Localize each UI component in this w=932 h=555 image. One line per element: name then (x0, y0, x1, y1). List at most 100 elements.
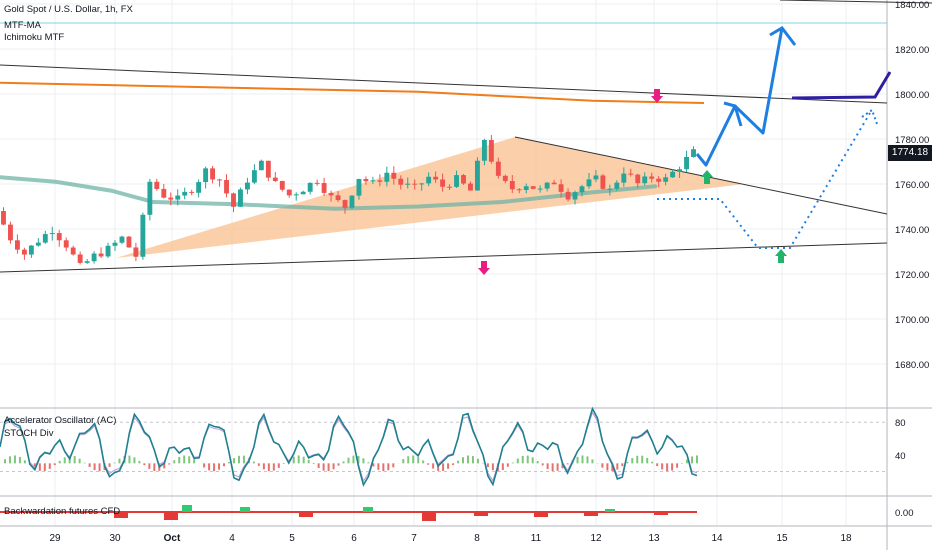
oscillator-histogram-bar (218, 463, 220, 469)
candle-body (154, 182, 159, 189)
oscillator-histogram-bar (348, 458, 350, 464)
oscillator-histogram-bar (601, 463, 603, 467)
candle-body (140, 215, 145, 257)
candle-body (15, 240, 20, 249)
oscillator-panel (0, 409, 887, 485)
forecast-paths (657, 28, 890, 248)
oscillator-histogram-bar (517, 459, 519, 464)
oscillator-histogram-bar (328, 463, 330, 471)
candle-body (259, 161, 264, 170)
oscillator-histogram-bar (283, 463, 285, 464)
oscillator-histogram-bar (621, 463, 623, 466)
backwardation-pos-bar (240, 507, 250, 512)
backwardation-pos-bar (605, 509, 615, 512)
oscillator-histogram-bar (14, 455, 16, 463)
dotted-arrowhead (862, 110, 877, 124)
candle-body (99, 254, 104, 257)
oscillator-histogram-bar (39, 463, 41, 471)
oscillator-histogram-bar (467, 456, 469, 464)
time-tick-label: 11 (531, 533, 542, 544)
oscillator-histogram-bar (74, 456, 76, 463)
oscillator-histogram-bar (402, 459, 404, 463)
candle-body (566, 192, 571, 200)
oscillator-histogram-bar (492, 463, 494, 470)
candle-body (85, 261, 90, 263)
oscillator-histogram-bar (99, 463, 101, 471)
time-tick-label: 8 (474, 533, 480, 544)
candle-body (127, 237, 132, 248)
candle-body (266, 161, 271, 178)
backwardation-pos-bar (363, 507, 373, 512)
price-tick-label: 1840.00 (895, 0, 929, 11)
candle-body (113, 243, 118, 246)
candle-body (440, 179, 445, 186)
oscillator-histogram-bar (193, 459, 195, 463)
candle-body (384, 173, 389, 182)
candle-body (8, 225, 13, 241)
triangle-fill (116, 137, 745, 258)
candle-body (370, 180, 375, 181)
oscillator-histogram-bar (671, 463, 673, 470)
candle-body (308, 183, 313, 192)
candle-body (419, 183, 424, 184)
backwardation-neg-bar (654, 512, 668, 515)
oscillator-histogram-bar (54, 463, 56, 465)
candle-body (287, 190, 292, 196)
lower-rising-trendline (0, 243, 887, 272)
candle-body (517, 189, 522, 190)
price-tick-label: 1700.00 (895, 315, 929, 326)
candle-body (363, 179, 368, 181)
oscillator-histogram-bar (298, 455, 300, 463)
price-tick-label: 1740.00 (895, 225, 929, 236)
oscillator-histogram-bar (512, 463, 514, 464)
candle-body (607, 189, 612, 190)
oscillator-histogram-bar (143, 463, 145, 465)
oscillator-histogram-bar (128, 456, 130, 464)
oscillator-histogram-bar (49, 463, 51, 469)
oscillator-histogram-bar (183, 455, 185, 463)
candle-body (301, 192, 306, 195)
candle-body (189, 192, 194, 193)
oscillator-label[interactable]: Accelerator Oscillator (AC) (4, 415, 116, 427)
backwardation-neg-bar (584, 512, 598, 516)
oscillator-histogram-bar (577, 457, 579, 464)
oscillator-histogram-bar (178, 457, 180, 463)
oscillator-histogram-bar (542, 463, 544, 465)
oscillator-tick-label: 80 (895, 418, 906, 429)
oscillator-histogram-bar (532, 457, 534, 463)
oscillator-histogram-bar (567, 463, 569, 464)
oscillator-histogram-bar (377, 463, 379, 469)
oscillator-histogram-bar (696, 455, 698, 463)
candle-body (64, 240, 69, 247)
candle-body (238, 189, 243, 206)
oscillator-histogram-bar (547, 463, 549, 469)
stoch-label[interactable]: STOCH Div (4, 428, 53, 440)
candle-body (231, 193, 236, 206)
candle-body (147, 182, 152, 215)
oscillator-histogram-bar (447, 463, 449, 468)
oscillator-histogram-bar (118, 459, 120, 464)
candle-body (628, 174, 633, 175)
backwardation-label[interactable]: Backwardation futures CFD (4, 506, 120, 518)
candle-body (22, 250, 27, 255)
oscillator-histogram-bar (387, 463, 389, 470)
price-tick-label: 1680.00 (895, 360, 929, 371)
candle-body (196, 182, 201, 193)
oscillator-histogram-bar (586, 456, 588, 463)
oscillator-histogram-bar (661, 463, 663, 469)
candle-body (175, 196, 180, 200)
oscillator-histogram-bar (318, 463, 320, 468)
candle-body (559, 184, 564, 192)
buy-arrow (775, 249, 787, 263)
candle-body (587, 179, 592, 186)
indicator-ichimoku[interactable]: Ichimoku MTF (4, 32, 64, 44)
oscillator-histogram-bar (138, 461, 140, 463)
oscillator-histogram-bar (502, 463, 504, 470)
indicator-mtf-ma[interactable]: MTF-MA (4, 20, 41, 32)
candle-body (649, 176, 654, 178)
time-tick-label: 6 (351, 533, 357, 544)
candle-body (120, 237, 125, 243)
candle-body (106, 246, 111, 257)
